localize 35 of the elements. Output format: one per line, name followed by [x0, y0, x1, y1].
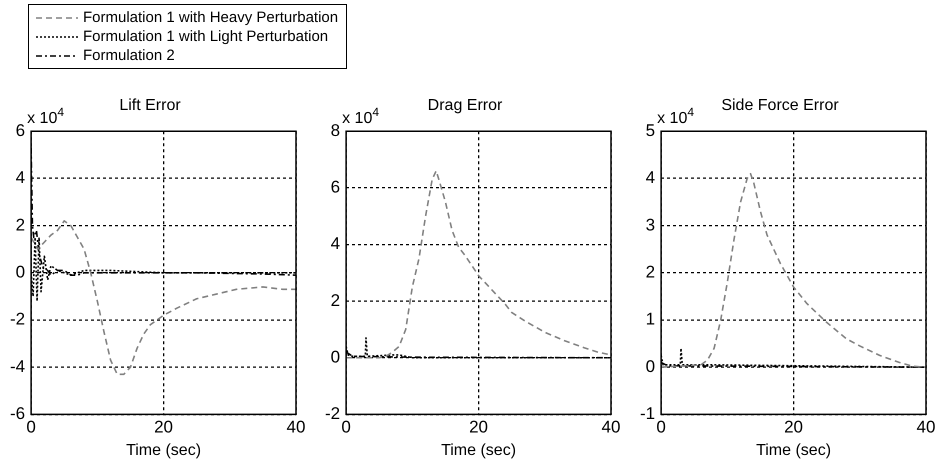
y-tick-label: 4	[16, 168, 26, 188]
y-tick-label: 0	[16, 262, 26, 282]
chart-title: Lift Error	[119, 97, 182, 114]
y-tick-label: 2	[16, 215, 26, 234]
x-axis-title: Time (sec)	[126, 442, 202, 459]
y-tick-label: 3	[646, 215, 656, 234]
y-tick-label: 6	[16, 120, 26, 140]
legend-label: Formulation 1 with Heavy Perturbation	[83, 8, 338, 27]
y-tick-label: -2	[324, 404, 340, 424]
y-tick-label: 6	[330, 178, 340, 197]
x-tick-label: 40	[286, 417, 306, 436]
y-tick-label: 2	[646, 262, 656, 282]
y-tick-label: 8	[330, 120, 340, 140]
y-tick-label: 4	[330, 234, 340, 254]
y-tick-label: -1	[640, 404, 656, 424]
y-tick-label: -4	[10, 356, 26, 376]
x-axis-title: Time (sec)	[756, 442, 832, 459]
y-tick-label: -2	[10, 310, 26, 329]
x-tick-label: 20	[784, 417, 804, 436]
y-tick-label: 1	[646, 310, 656, 329]
y-tick-label: 0	[330, 347, 340, 366]
legend-label: Formulation 1 with Light Perturbation	[83, 27, 328, 46]
x-axis-title: Time (sec)	[441, 442, 516, 459]
y-tick-label: -6	[10, 404, 26, 424]
x-tick-label: 40	[916, 417, 936, 436]
y-tick-label: 5	[646, 120, 656, 140]
x-tick-label: 20	[154, 417, 174, 436]
x-tick-label: 20	[469, 417, 488, 436]
legend-label: Formulation 2	[83, 46, 175, 65]
y-tick-label: 2	[330, 290, 340, 310]
chart-title: Side Force Error	[721, 97, 840, 114]
y-tick-label: 0	[646, 356, 656, 376]
chart-title: Drag Error	[428, 97, 504, 114]
x-tick-label: 40	[602, 417, 620, 436]
y-tick-label: 4	[646, 168, 656, 188]
